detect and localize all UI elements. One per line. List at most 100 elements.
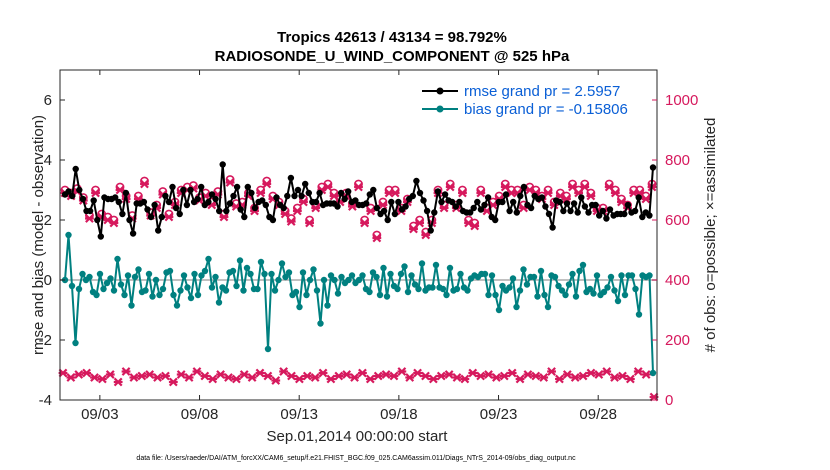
bias-point xyxy=(537,267,545,275)
count-assimilated-point xyxy=(323,182,333,192)
rmse-point xyxy=(122,189,130,197)
rmse-point xyxy=(79,195,87,203)
count-assimilated-point xyxy=(153,373,162,382)
bias-point xyxy=(103,279,111,287)
rmse-point xyxy=(363,200,370,207)
rmse-point xyxy=(606,206,614,213)
count-assimilated-point xyxy=(436,371,446,381)
count-assimilated-point xyxy=(439,203,449,213)
bias-point xyxy=(128,302,135,309)
rmse-point xyxy=(384,216,391,224)
bias-point xyxy=(579,261,587,269)
bias-point xyxy=(530,273,538,281)
rmse-series xyxy=(61,161,657,240)
rmse-point xyxy=(248,189,255,197)
rmse-point xyxy=(646,212,653,219)
x-tick-label: 09/18 xyxy=(380,406,418,423)
bias-point xyxy=(261,270,268,278)
count-assimilated-point xyxy=(610,373,620,382)
rmse-point xyxy=(237,206,244,213)
count-assimilated-point xyxy=(115,185,125,195)
rmse-point xyxy=(183,201,191,209)
bias-point xyxy=(649,369,657,377)
bias-point xyxy=(359,272,366,279)
count-assimilated-point xyxy=(523,370,533,379)
bias-point xyxy=(306,276,314,284)
count-assimilated-point xyxy=(378,200,388,210)
bias-point xyxy=(201,267,209,275)
bias-point xyxy=(191,270,198,278)
bias-point xyxy=(285,269,293,276)
rmse-point xyxy=(542,203,549,210)
rmse-point xyxy=(147,213,155,221)
bias-point xyxy=(331,276,338,284)
bias-point xyxy=(254,285,261,293)
count-assimilated-point xyxy=(445,182,455,192)
count-assimilated-point xyxy=(641,194,651,204)
bias-point xyxy=(107,275,114,282)
rmse-point xyxy=(194,195,201,203)
rmse-point xyxy=(291,192,298,200)
bias-point xyxy=(96,270,104,278)
bias-point xyxy=(215,299,223,306)
count-assimilated-point xyxy=(562,370,572,379)
rmse-point xyxy=(241,213,248,221)
rmse-point xyxy=(180,186,187,194)
rmse-point xyxy=(484,194,492,201)
bias-point xyxy=(170,291,177,299)
count-assimilated-point xyxy=(617,197,626,207)
y2-tick-label: 400 xyxy=(665,272,690,289)
count-assimilated-point xyxy=(452,373,462,382)
bias-point xyxy=(338,273,345,281)
bias-point xyxy=(369,269,377,276)
bias-point xyxy=(383,293,391,300)
rmse-point xyxy=(502,191,510,198)
count-assimilated-point xyxy=(421,371,430,381)
count-assimilated-point xyxy=(499,371,509,381)
rmse-point xyxy=(549,224,556,231)
y2-tick-label: 600 xyxy=(665,212,690,229)
count-assimilated-point xyxy=(137,371,147,381)
count-assimilated-point xyxy=(413,368,423,378)
bias-point xyxy=(604,284,611,291)
count-assimilated-point xyxy=(109,218,119,228)
bias-point xyxy=(418,260,426,267)
rmse-point xyxy=(129,230,137,237)
rmse-point xyxy=(474,198,481,206)
bias-point xyxy=(544,303,552,311)
rmse-point xyxy=(119,210,126,218)
rmse-point xyxy=(140,198,148,206)
count-assimilated-point xyxy=(350,373,359,382)
count-assimilated-point xyxy=(555,374,564,384)
rmse-point xyxy=(370,186,377,194)
y-tick-label: 4 xyxy=(44,152,52,169)
count-assimilated-point xyxy=(164,212,174,222)
rmse-point xyxy=(155,227,162,234)
bias-point xyxy=(432,261,440,269)
rmse-point xyxy=(545,210,553,218)
legend-rmse-label: rmse grand pr = 2.5957 xyxy=(464,83,620,100)
rmse-point xyxy=(262,201,269,209)
legend-rmse-marker xyxy=(436,87,444,95)
bias-point xyxy=(506,284,513,291)
bias-point xyxy=(408,272,415,279)
rmse-point xyxy=(366,191,373,198)
rmse-point xyxy=(456,198,463,206)
bias-point xyxy=(114,255,121,263)
rmse-point xyxy=(176,210,183,218)
bias-point xyxy=(205,255,212,263)
rmse-point xyxy=(470,204,477,212)
count-assimilated-point xyxy=(421,230,431,240)
bias-point xyxy=(135,266,142,273)
bias-point xyxy=(348,272,356,279)
bias-point xyxy=(541,291,548,299)
bias-point xyxy=(180,272,188,279)
rmse-point xyxy=(513,209,520,216)
y-axis-label: rmse and bias (model - observation) xyxy=(30,115,47,355)
bias-point xyxy=(635,311,643,318)
rmse-point xyxy=(395,198,402,206)
bias-point xyxy=(124,272,132,279)
rmse-point xyxy=(538,194,546,201)
bias-point xyxy=(611,287,618,294)
